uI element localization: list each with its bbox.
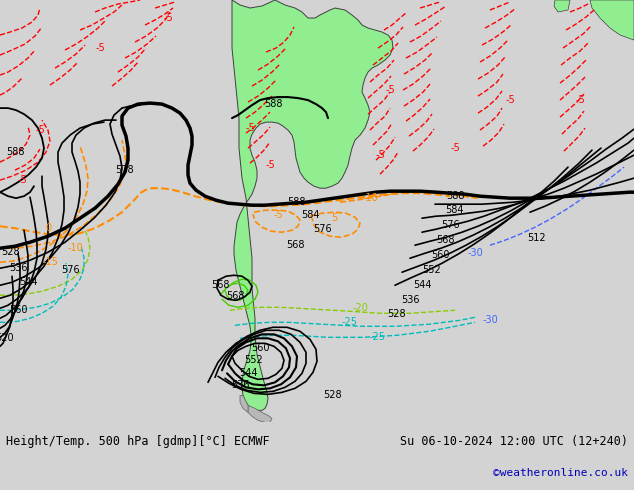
Text: 528: 528 (1, 247, 19, 257)
Text: ©weatheronline.co.uk: ©weatheronline.co.uk (493, 468, 628, 478)
Text: 568: 568 (210, 280, 230, 290)
Text: 560: 560 (9, 305, 27, 315)
Text: -10: -10 (362, 193, 378, 203)
Text: -25: -25 (370, 332, 386, 343)
Text: 5: 5 (331, 213, 337, 223)
Text: 584: 584 (301, 210, 320, 220)
Text: 588: 588 (264, 99, 282, 109)
Text: 536: 536 (401, 295, 419, 305)
Text: 568: 568 (436, 235, 454, 245)
Text: 576: 576 (61, 265, 79, 275)
Text: -5: -5 (450, 143, 460, 153)
Text: 544: 544 (19, 277, 37, 287)
Text: -25: -25 (342, 318, 358, 327)
Text: -5: -5 (245, 123, 255, 133)
Text: 560: 560 (430, 250, 450, 260)
Text: 588: 588 (446, 191, 464, 201)
Text: -5: -5 (375, 150, 385, 160)
Text: -5: -5 (505, 95, 515, 105)
Text: -30: -30 (467, 248, 483, 258)
Text: Su 06-10-2024 12:00 UTC (12+240): Su 06-10-2024 12:00 UTC (12+240) (399, 435, 628, 448)
Text: -5: -5 (575, 95, 585, 105)
Text: 528: 528 (323, 391, 341, 400)
Text: -10: -10 (67, 243, 83, 253)
Text: -5: -5 (35, 125, 45, 135)
Text: 536: 536 (9, 263, 27, 273)
Text: -5: -5 (265, 160, 275, 170)
Text: -5: -5 (95, 43, 105, 53)
Text: 552: 552 (245, 355, 263, 366)
Polygon shape (248, 405, 272, 422)
Text: 576: 576 (313, 224, 332, 234)
Text: 520: 520 (0, 333, 15, 343)
Text: 576: 576 (442, 220, 460, 230)
Text: -5: -5 (17, 175, 27, 185)
Polygon shape (554, 0, 570, 12)
Text: 528: 528 (387, 309, 405, 319)
Text: 588: 588 (6, 147, 24, 157)
Text: 578: 578 (115, 165, 134, 175)
Text: -5: -5 (385, 85, 395, 95)
Text: -5: -5 (273, 210, 283, 220)
Text: 536: 536 (231, 380, 249, 391)
Text: 584: 584 (444, 205, 463, 215)
Text: 588: 588 (287, 197, 305, 207)
Text: -15: -15 (42, 257, 58, 267)
Text: 544: 544 (413, 280, 431, 290)
Text: 544: 544 (239, 368, 257, 378)
Polygon shape (590, 0, 634, 40)
Text: 552: 552 (423, 265, 441, 275)
Text: 560: 560 (251, 343, 269, 353)
Polygon shape (240, 395, 248, 413)
Text: 512: 512 (527, 233, 547, 243)
Text: Height/Temp. 500 hPa [gdmp][°C] ECMWF: Height/Temp. 500 hPa [gdmp][°C] ECMWF (6, 435, 270, 448)
Text: 568: 568 (286, 240, 304, 250)
Text: 0: 0 (45, 223, 51, 233)
Text: -5: -5 (163, 13, 173, 23)
Text: 568: 568 (226, 291, 244, 301)
Text: -30: -30 (482, 315, 498, 325)
Text: -20: -20 (352, 303, 368, 313)
Polygon shape (232, 0, 393, 410)
